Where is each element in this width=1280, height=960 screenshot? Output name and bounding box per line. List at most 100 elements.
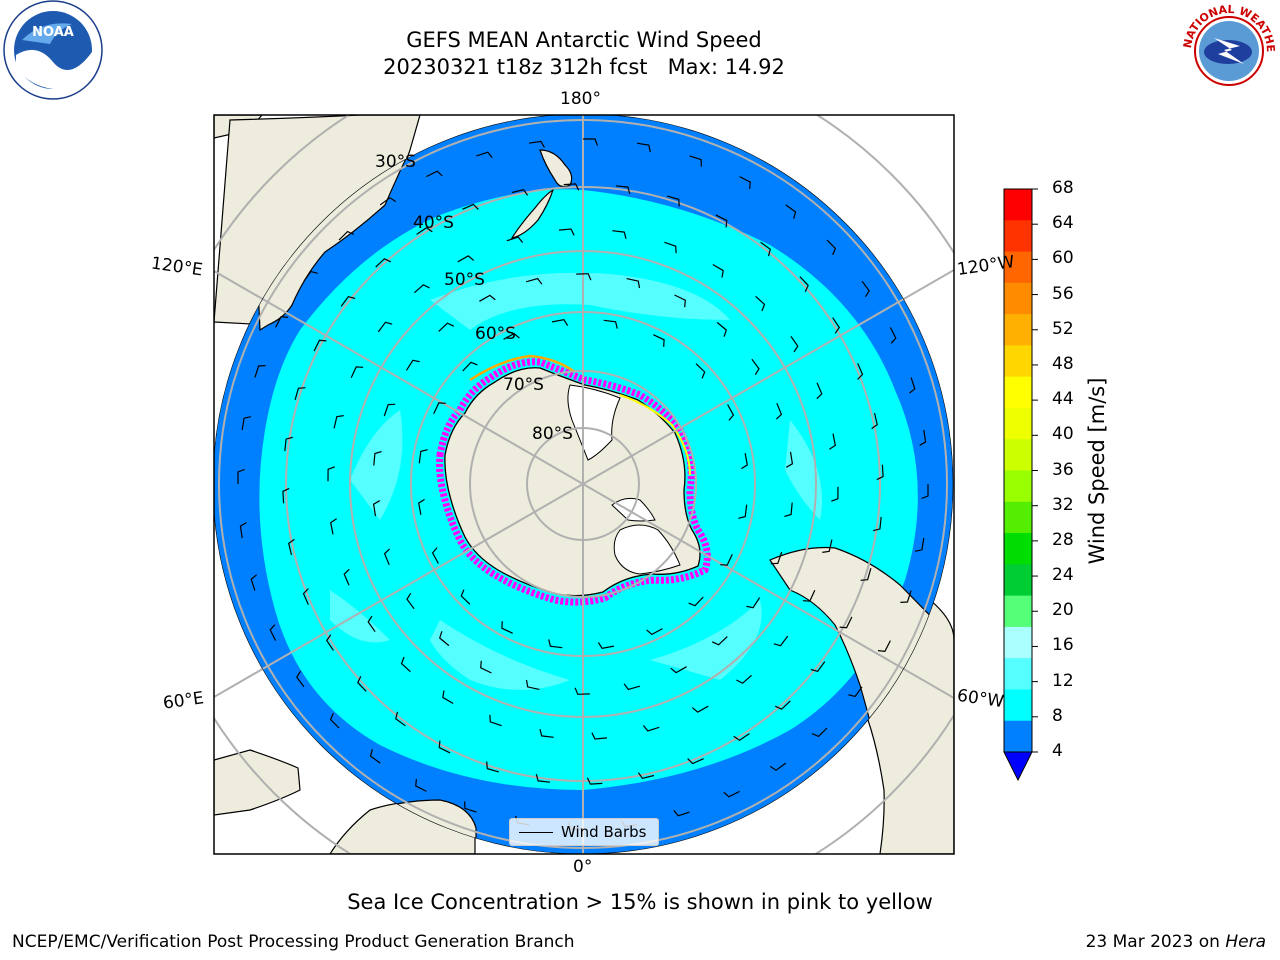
wind-barb (816, 382, 823, 400)
wind-barb (418, 498, 425, 516)
lon-label-180: 180° (560, 89, 601, 109)
wind-barb (431, 547, 439, 564)
wind-barb (340, 296, 356, 307)
wind-barb (302, 588, 309, 605)
wind-barb (784, 502, 793, 517)
wind-barb (528, 140, 545, 148)
chart-subtitle: 20230321 t18z 312h fcst Max: 14.92 (383, 55, 785, 79)
wind-barb (343, 568, 350, 586)
wind-barb (329, 712, 340, 729)
wind-barb (535, 773, 551, 783)
wind-barb (919, 429, 927, 446)
wind-barb (525, 277, 543, 285)
wind-barb (689, 155, 702, 167)
wind-barb (664, 241, 677, 254)
wind-barb (501, 621, 513, 634)
wind-barb (239, 522, 247, 539)
wind-barb (350, 366, 364, 379)
colorbar-tick-label: 44 (1052, 389, 1074, 410)
colorbar-tick-label: 8 (1052, 705, 1063, 726)
wind-barb (442, 690, 454, 705)
wind-barb (786, 451, 794, 468)
wind-barb (539, 729, 554, 738)
wind-barb (723, 790, 740, 798)
wind-barb (921, 484, 929, 500)
colorbar-segment (1004, 282, 1032, 315)
colorbar-tick-label: 36 (1052, 459, 1074, 480)
wind-barb (464, 801, 477, 813)
wind-barb (586, 777, 603, 785)
wind-barb (802, 589, 816, 602)
wind-barb (548, 639, 563, 649)
colorbar-segment (1004, 595, 1032, 628)
wind-barb (250, 574, 257, 591)
lon-label-0: 0° (573, 857, 593, 877)
wind-barb (551, 319, 569, 326)
wind-barb (275, 316, 289, 328)
lat-label-80s: 80°S (532, 424, 573, 444)
wind-barb (695, 363, 706, 379)
wind-barb (790, 335, 799, 353)
wind-barb (667, 195, 680, 207)
map-frame (213, 114, 955, 855)
wind-barb (574, 687, 590, 695)
wind-barb (727, 404, 735, 421)
footer-credit: NCEP/EMC/Verification Post Processing Pr… (12, 932, 575, 952)
sea-ice-note: Sea Ice Concentration > 15% is shown in … (347, 890, 933, 914)
wind-barb (774, 700, 791, 710)
colorbar-segment (1004, 220, 1032, 253)
wind-barb (415, 778, 427, 792)
lat-label-40s: 40°S (413, 213, 454, 233)
colorbar-under-triangle (1003, 751, 1033, 782)
wind-barb (395, 711, 406, 727)
colorbar-tick-label: 24 (1052, 565, 1074, 586)
wind-barb (241, 416, 252, 431)
colorbar-segment (1004, 626, 1032, 659)
map-legend: Wind Barbs (509, 818, 659, 846)
colorbar-tick-label: 4 (1052, 741, 1063, 761)
wind-barb (406, 592, 415, 610)
wind-barb (476, 151, 493, 158)
wind-barb (914, 537, 925, 552)
wind-barb (460, 589, 471, 605)
noaa-logo: NOAA (2, 0, 104, 106)
wind-barb (603, 319, 618, 329)
wind-barb (860, 568, 872, 581)
wind-barb (876, 464, 884, 481)
colorbar-tick-label: 20 (1052, 600, 1074, 621)
colorbar-tick-label: 56 (1052, 283, 1074, 304)
wind-barb (489, 714, 502, 727)
wind-barb (511, 189, 529, 196)
wind-barb (438, 740, 451, 754)
colorbar-tick-label: 40 (1052, 424, 1074, 445)
lat-label-70s: 70°S (503, 375, 544, 395)
wind-barb (769, 762, 787, 771)
wind-barb (583, 138, 599, 146)
wind-barb (372, 500, 380, 517)
colorbar-segment (1004, 251, 1032, 284)
wind-barb (367, 615, 376, 633)
colorbar-segment (1004, 658, 1032, 690)
wind-barb (558, 228, 575, 236)
wind-barb (871, 412, 878, 430)
wind-barb (327, 466, 335, 482)
wind-barb (848, 686, 863, 698)
wind-barb (755, 295, 766, 312)
colorbar-segment (1004, 720, 1032, 753)
wind-barb (525, 679, 540, 690)
wind-12-16 (330, 272, 822, 690)
wind-barb (711, 636, 728, 646)
wind-barb (333, 415, 344, 429)
colorbar-label: Wind Speed [m/s] (1085, 377, 1109, 565)
wind-barb (872, 516, 882, 532)
wind-barb (414, 284, 430, 294)
wind-barbs (237, 138, 929, 830)
colorbar-tick-label: 28 (1052, 529, 1074, 550)
wind-barb (687, 758, 704, 765)
colorbar-tick-label: 52 (1052, 318, 1074, 339)
wind-barb (741, 452, 748, 470)
wind-barb (760, 241, 771, 257)
colorbar-segment (1004, 189, 1032, 221)
wind-barb (746, 597, 761, 609)
wind-barb (637, 772, 655, 779)
